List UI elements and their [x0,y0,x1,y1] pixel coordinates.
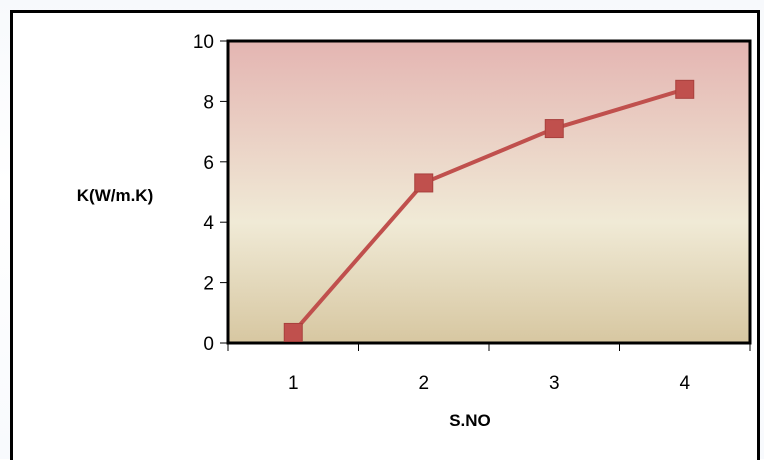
data-point [283,322,303,342]
x-tick-label: 1 [288,373,299,394]
y-axis: 0 2 4 6 8 10 [193,32,228,355]
series-layer [283,79,695,342]
x-axis-label: S.NO [449,411,491,430]
x-tick-label: 3 [549,373,560,394]
data-point [414,173,434,193]
y-axis-label: K(W/m.K) [77,186,153,205]
y-tick-label: 10 [193,32,214,53]
y-tick-label: 6 [203,153,214,174]
y-tick-label: 0 [203,334,214,355]
series-line [291,87,686,334]
x-axis: 1 2 3 4 [227,343,751,394]
y-tick-label: 8 [203,92,214,113]
y-tick-label: 4 [203,213,214,234]
data-point [544,119,564,139]
x-tick-label: 4 [679,373,690,394]
plot-area [226,39,752,345]
y-tick-label: 2 [203,274,214,295]
data-point [675,79,695,99]
x-tick-label: 2 [418,373,429,394]
